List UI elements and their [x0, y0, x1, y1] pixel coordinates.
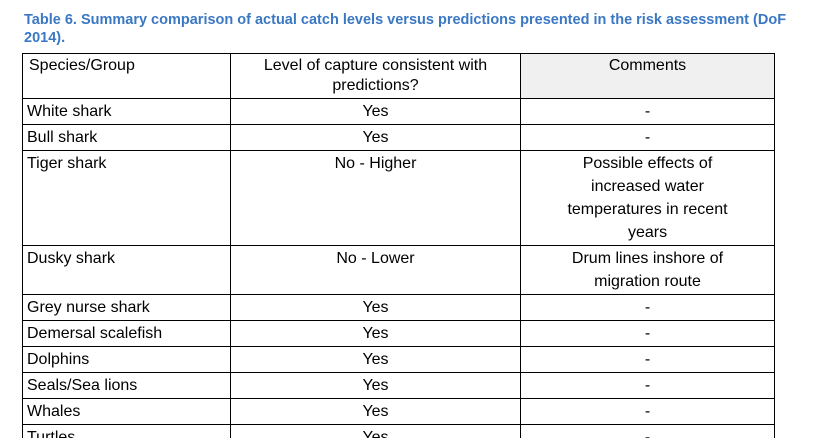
comments-cell: -	[520, 346, 775, 373]
table-row: Turtles Yes -	[22, 424, 775, 438]
catch-levels-summary-table: Species/Group Level of capture consisten…	[22, 53, 775, 438]
table-caption: Table 6. Summary comparison of actual ca…	[24, 12, 787, 46]
comments-cell: Possible effects of increased water temp…	[520, 150, 775, 246]
table-row: Dolphins Yes -	[22, 346, 775, 373]
table-row: Demersal scalefish Yes -	[22, 320, 775, 347]
species-cell: Turtles	[22, 424, 231, 438]
table-row: White shark Yes -	[22, 98, 775, 125]
consistent-cell: No - Lower	[230, 245, 521, 295]
comments-cell: -	[520, 372, 775, 399]
table-row: Bull shark Yes -	[22, 124, 775, 151]
comments-cell: -	[520, 124, 775, 151]
consistent-cell: Yes	[230, 98, 521, 125]
species-cell: Tiger shark	[22, 150, 231, 246]
table-row: Seals/Sea lions Yes -	[22, 372, 775, 399]
comments-cell: Drum lines inshore of migration route	[520, 245, 775, 295]
consistent-cell: Yes	[230, 320, 521, 347]
species-cell: Seals/Sea lions	[22, 372, 231, 399]
consistent-cell: Yes	[230, 346, 521, 373]
species-cell: White shark	[22, 98, 231, 125]
header-comments: Comments	[520, 53, 775, 99]
table-row: Whales Yes -	[22, 398, 775, 425]
comments-cell: -	[520, 398, 775, 425]
species-cell: Dolphins	[22, 346, 231, 373]
consistent-cell: Yes	[230, 124, 521, 151]
species-cell: Dusky shark	[22, 245, 231, 295]
table-row: Tiger shark No - Higher Possible effects…	[22, 150, 775, 246]
species-cell: Grey nurse shark	[22, 294, 231, 321]
consistent-cell: Yes	[230, 398, 521, 425]
comments-cell: -	[520, 294, 775, 321]
comments-cell: -	[520, 424, 775, 438]
comments-cell: -	[520, 320, 775, 347]
table-header-row: Species/Group Level of capture consisten…	[22, 53, 775, 99]
species-cell: Bull shark	[22, 124, 231, 151]
header-level-of-capture: Level of capture consistent with predict…	[230, 53, 521, 99]
table-row: Grey nurse shark Yes -	[22, 294, 775, 321]
header-species-group: Species/Group	[22, 53, 231, 99]
comments-cell: -	[520, 98, 775, 125]
table-row: Dusky shark No - Lower Drum lines inshor…	[22, 245, 775, 295]
species-cell: Whales	[22, 398, 231, 425]
consistent-cell: Yes	[230, 294, 521, 321]
consistent-cell: Yes	[230, 372, 521, 399]
consistent-cell: Yes	[230, 424, 521, 438]
species-cell: Demersal scalefish	[22, 320, 231, 347]
consistent-cell: No - Higher	[230, 150, 521, 246]
